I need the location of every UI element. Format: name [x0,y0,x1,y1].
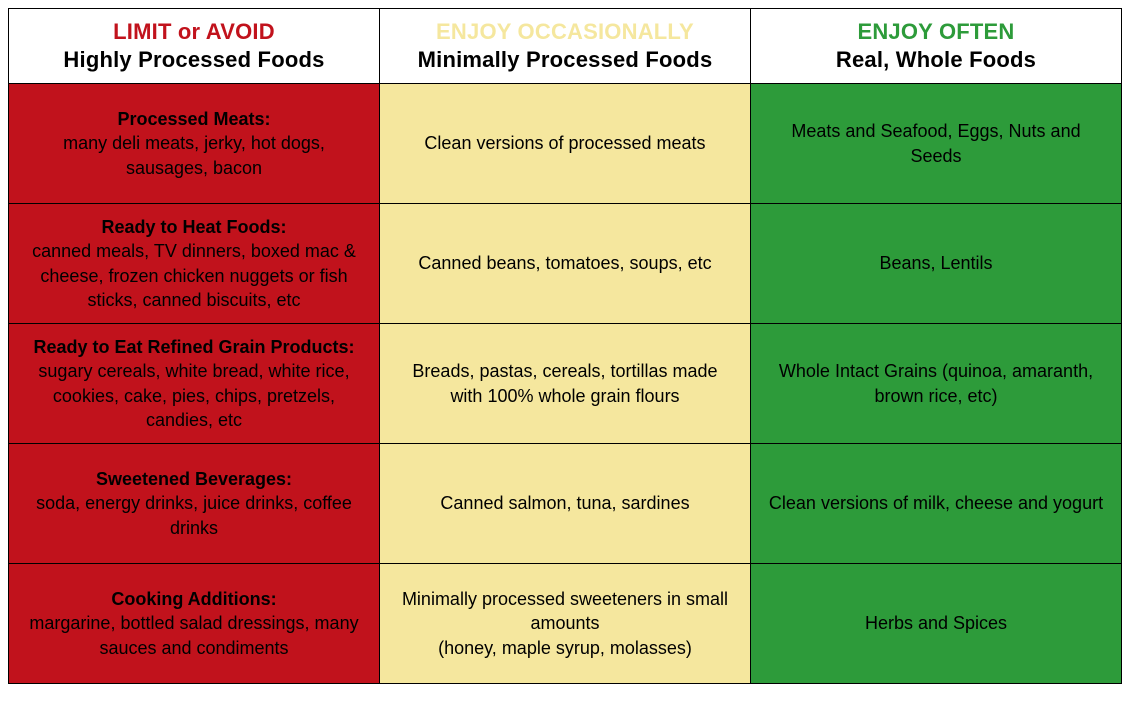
cell-avoid: Cooking Additions: margarine, bottled sa… [9,564,380,684]
cell-title: Processed Meats: [23,107,365,131]
table-row: Ready to Heat Foods: canned meals, TV di… [9,204,1122,324]
cell-body: many deli meats, jerky, hot dogs, sausag… [23,131,365,180]
cell-avoid: Sweetened Beverages: soda, energy drinks… [9,444,380,564]
cell-title: Sweetened Beverages: [23,467,365,491]
cell-body: Beans, Lentils [765,251,1107,275]
cell-body: Canned salmon, tuna, sardines [394,491,736,515]
cell-body: Minimally processed sweeteners in small … [394,587,736,660]
col-header-avoid: LIMIT or AVOID Highly Processed Foods [9,9,380,84]
cell-often: Herbs and Spices [751,564,1122,684]
table-row: Processed Meats: many deli meats, jerky,… [9,84,1122,204]
cell-occasional: Breads, pastas, cereals, tortillas made … [380,324,751,444]
cell-avoid: Ready to Heat Foods: canned meals, TV di… [9,204,380,324]
table-header-row: LIMIT or AVOID Highly Processed Foods EN… [9,9,1122,84]
cell-occasional: Canned salmon, tuna, sardines [380,444,751,564]
cell-body: Herbs and Spices [765,611,1107,635]
cell-body: Clean versions of milk, cheese and yogur… [765,491,1107,515]
col-header-avoid-line2: Highly Processed Foods [23,47,365,73]
cell-title: Ready to Heat Foods: [23,215,365,239]
cell-title: Cooking Additions: [23,587,365,611]
cell-body: Meats and Seafood, Eggs, Nuts and Seeds [765,119,1107,168]
col-header-occasional-line2: Minimally Processed Foods [394,47,736,73]
food-processing-table: LIMIT or AVOID Highly Processed Foods EN… [8,8,1122,684]
table-body: Processed Meats: many deli meats, jerky,… [9,84,1122,684]
cell-title: Ready to Eat Refined Grain Products: [23,335,365,359]
col-header-often-line1: ENJOY OFTEN [765,19,1107,45]
cell-often: Meats and Seafood, Eggs, Nuts and Seeds [751,84,1122,204]
col-header-often-line2: Real, Whole Foods [765,47,1107,73]
table-row: Sweetened Beverages: soda, energy drinks… [9,444,1122,564]
cell-occasional: Canned beans, tomatoes, soups, etc [380,204,751,324]
food-processing-table-container: LIMIT or AVOID Highly Processed Foods EN… [8,8,1122,684]
cell-occasional: Minimally processed sweeteners in small … [380,564,751,684]
cell-often: Clean versions of milk, cheese and yogur… [751,444,1122,564]
col-header-occasional-line1: ENJOY OCCASIONALLY [394,19,736,45]
cell-body: Whole Intact Grains (quinoa, amaranth, b… [765,359,1107,408]
cell-body: margarine, bottled salad dressings, many… [23,611,365,660]
cell-body: soda, energy drinks, juice drinks, coffe… [23,491,365,540]
cell-body: sugary cereals, white bread, white rice,… [23,359,365,432]
table-header: LIMIT or AVOID Highly Processed Foods EN… [9,9,1122,84]
cell-body: Breads, pastas, cereals, tortillas made … [394,359,736,408]
table-row: Cooking Additions: margarine, bottled sa… [9,564,1122,684]
cell-avoid: Processed Meats: many deli meats, jerky,… [9,84,380,204]
col-header-often: ENJOY OFTEN Real, Whole Foods [751,9,1122,84]
cell-body: Clean versions of processed meats [394,131,736,155]
cell-occasional: Clean versions of processed meats [380,84,751,204]
cell-avoid: Ready to Eat Refined Grain Products: sug… [9,324,380,444]
cell-body: Canned beans, tomatoes, soups, etc [394,251,736,275]
col-header-avoid-line1: LIMIT or AVOID [23,19,365,45]
cell-body: canned meals, TV dinners, boxed mac & ch… [23,239,365,312]
cell-often: Beans, Lentils [751,204,1122,324]
cell-often: Whole Intact Grains (quinoa, amaranth, b… [751,324,1122,444]
table-row: Ready to Eat Refined Grain Products: sug… [9,324,1122,444]
col-header-occasional: ENJOY OCCASIONALLY Minimally Processed F… [380,9,751,84]
